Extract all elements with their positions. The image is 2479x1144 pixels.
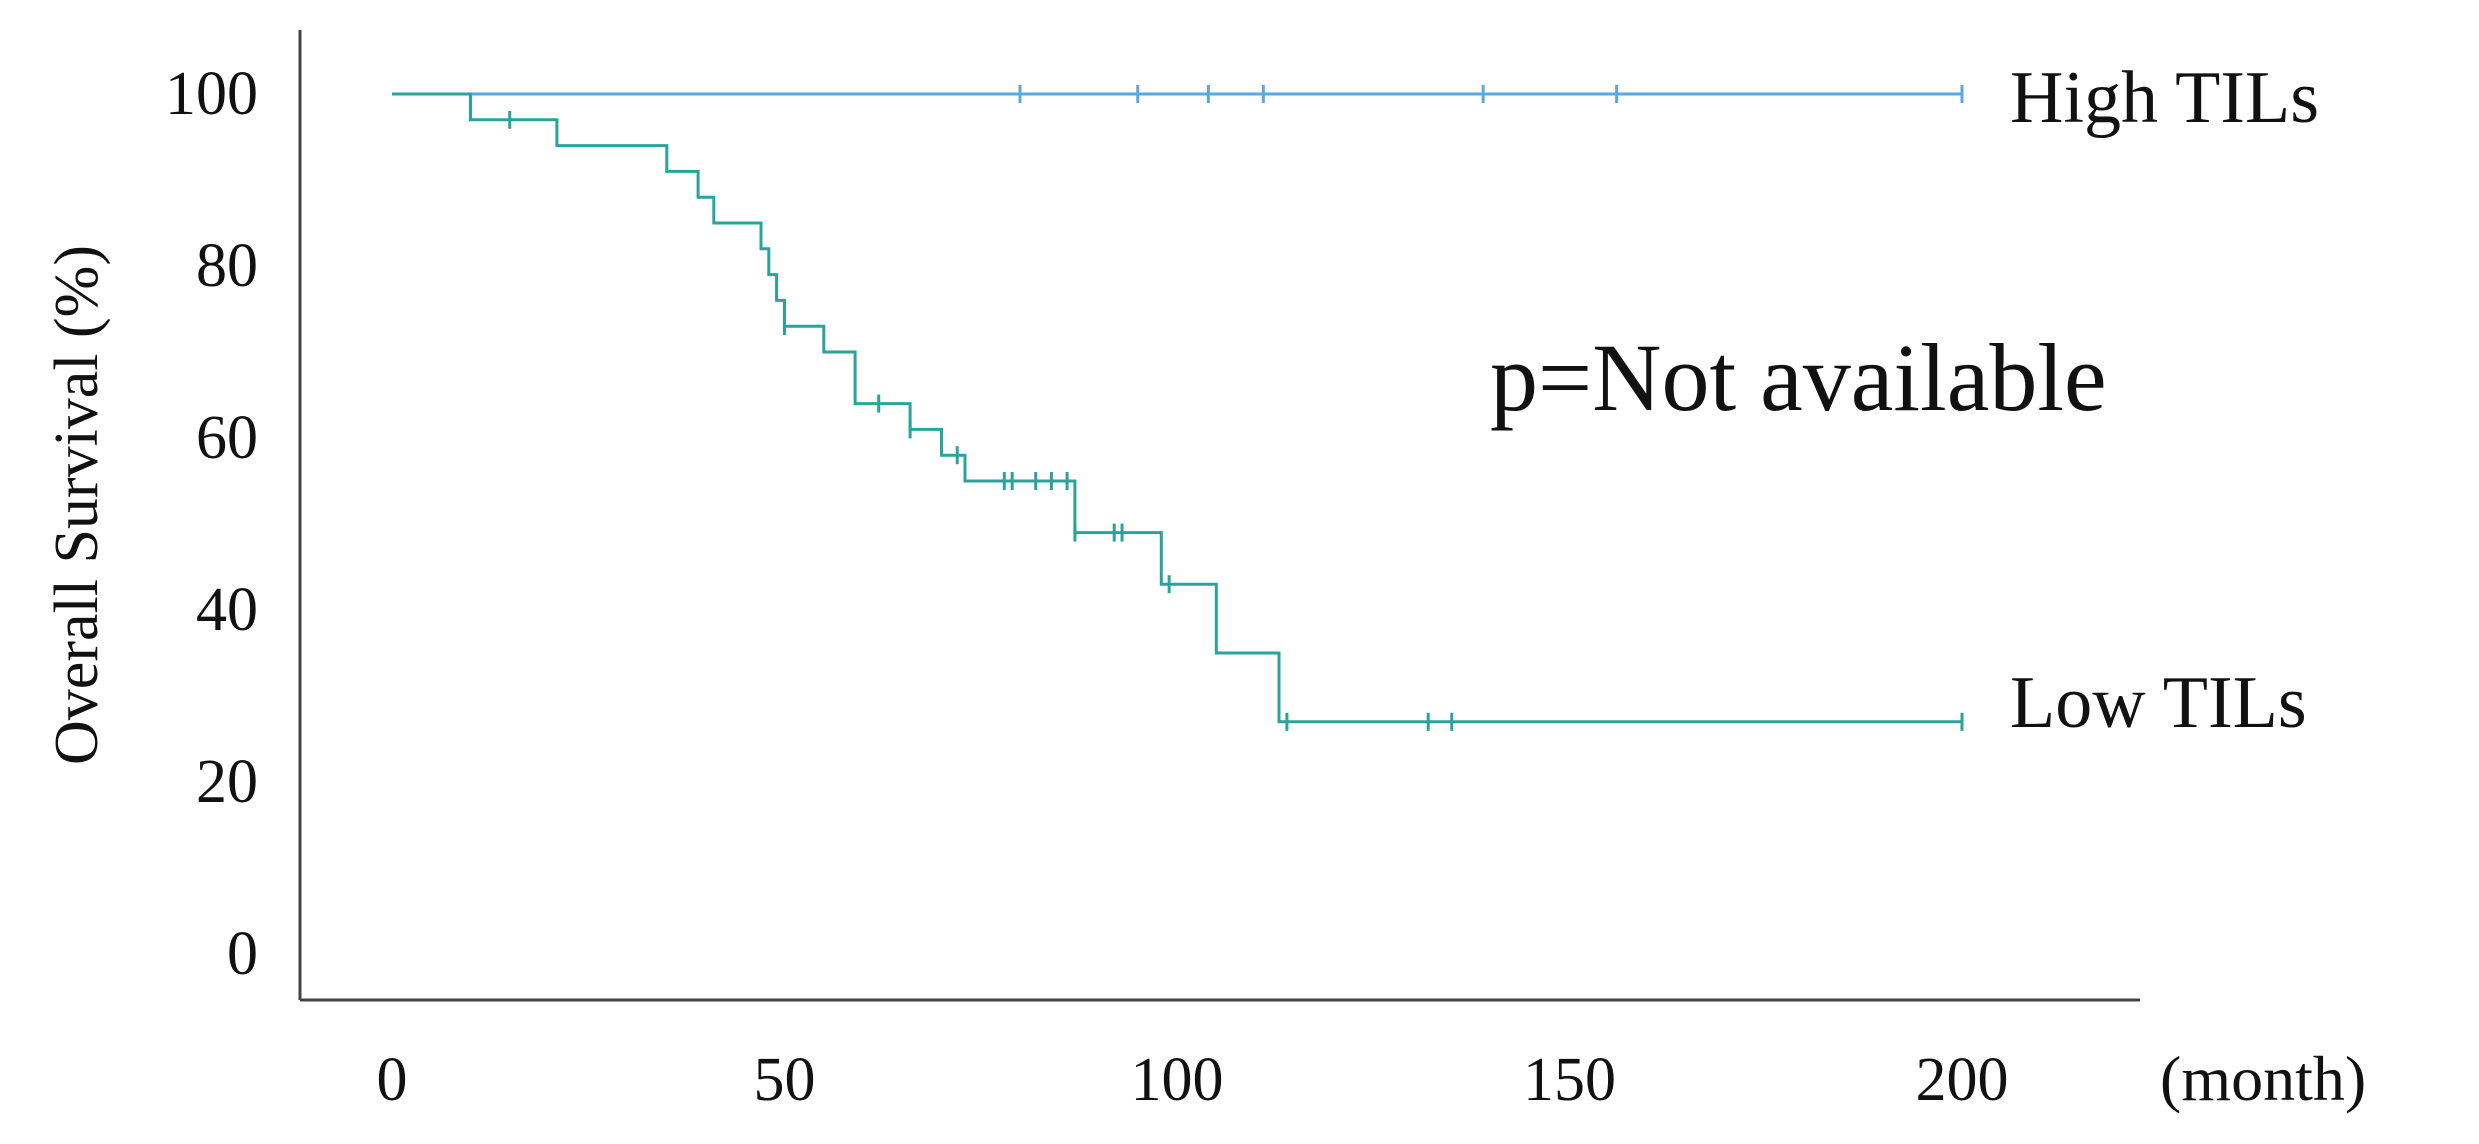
axes (298, 30, 2140, 1002)
p-value-annotation: p=Not available (1490, 324, 2107, 431)
y-tick-label: 40 (196, 576, 258, 644)
x-tick-label: 100 (1131, 1046, 1224, 1114)
y-tick-labels: 0 20 40 60 80 100 (165, 60, 258, 988)
series-layer (392, 85, 1964, 731)
y-axis-title: Overall Survival (%) (43, 245, 111, 765)
series-low-tils (392, 92, 1964, 731)
y-tick-label: 60 (196, 404, 258, 472)
y-tick-label: 100 (165, 60, 258, 128)
x-tick-label: 0 (377, 1046, 408, 1114)
x-axis-unit-label: (month) (2160, 1043, 2366, 1114)
series-high-tils (392, 85, 1964, 103)
y-tick-label: 0 (227, 920, 258, 988)
y-tick-label: 20 (196, 748, 258, 816)
x-tick-label: 150 (1523, 1046, 1616, 1114)
y-tick-label: 80 (196, 232, 258, 300)
series-label-high-tils: High TILs (2010, 57, 2319, 139)
series-label-low-tils: Low TILs (2010, 662, 2307, 744)
x-tick-label: 50 (754, 1046, 816, 1114)
x-tick-label: 200 (1916, 1046, 2009, 1114)
survival-curve-low-tils (392, 92, 1962, 724)
x-tick-labels: 0 50 100 150 200 (377, 1046, 2009, 1114)
